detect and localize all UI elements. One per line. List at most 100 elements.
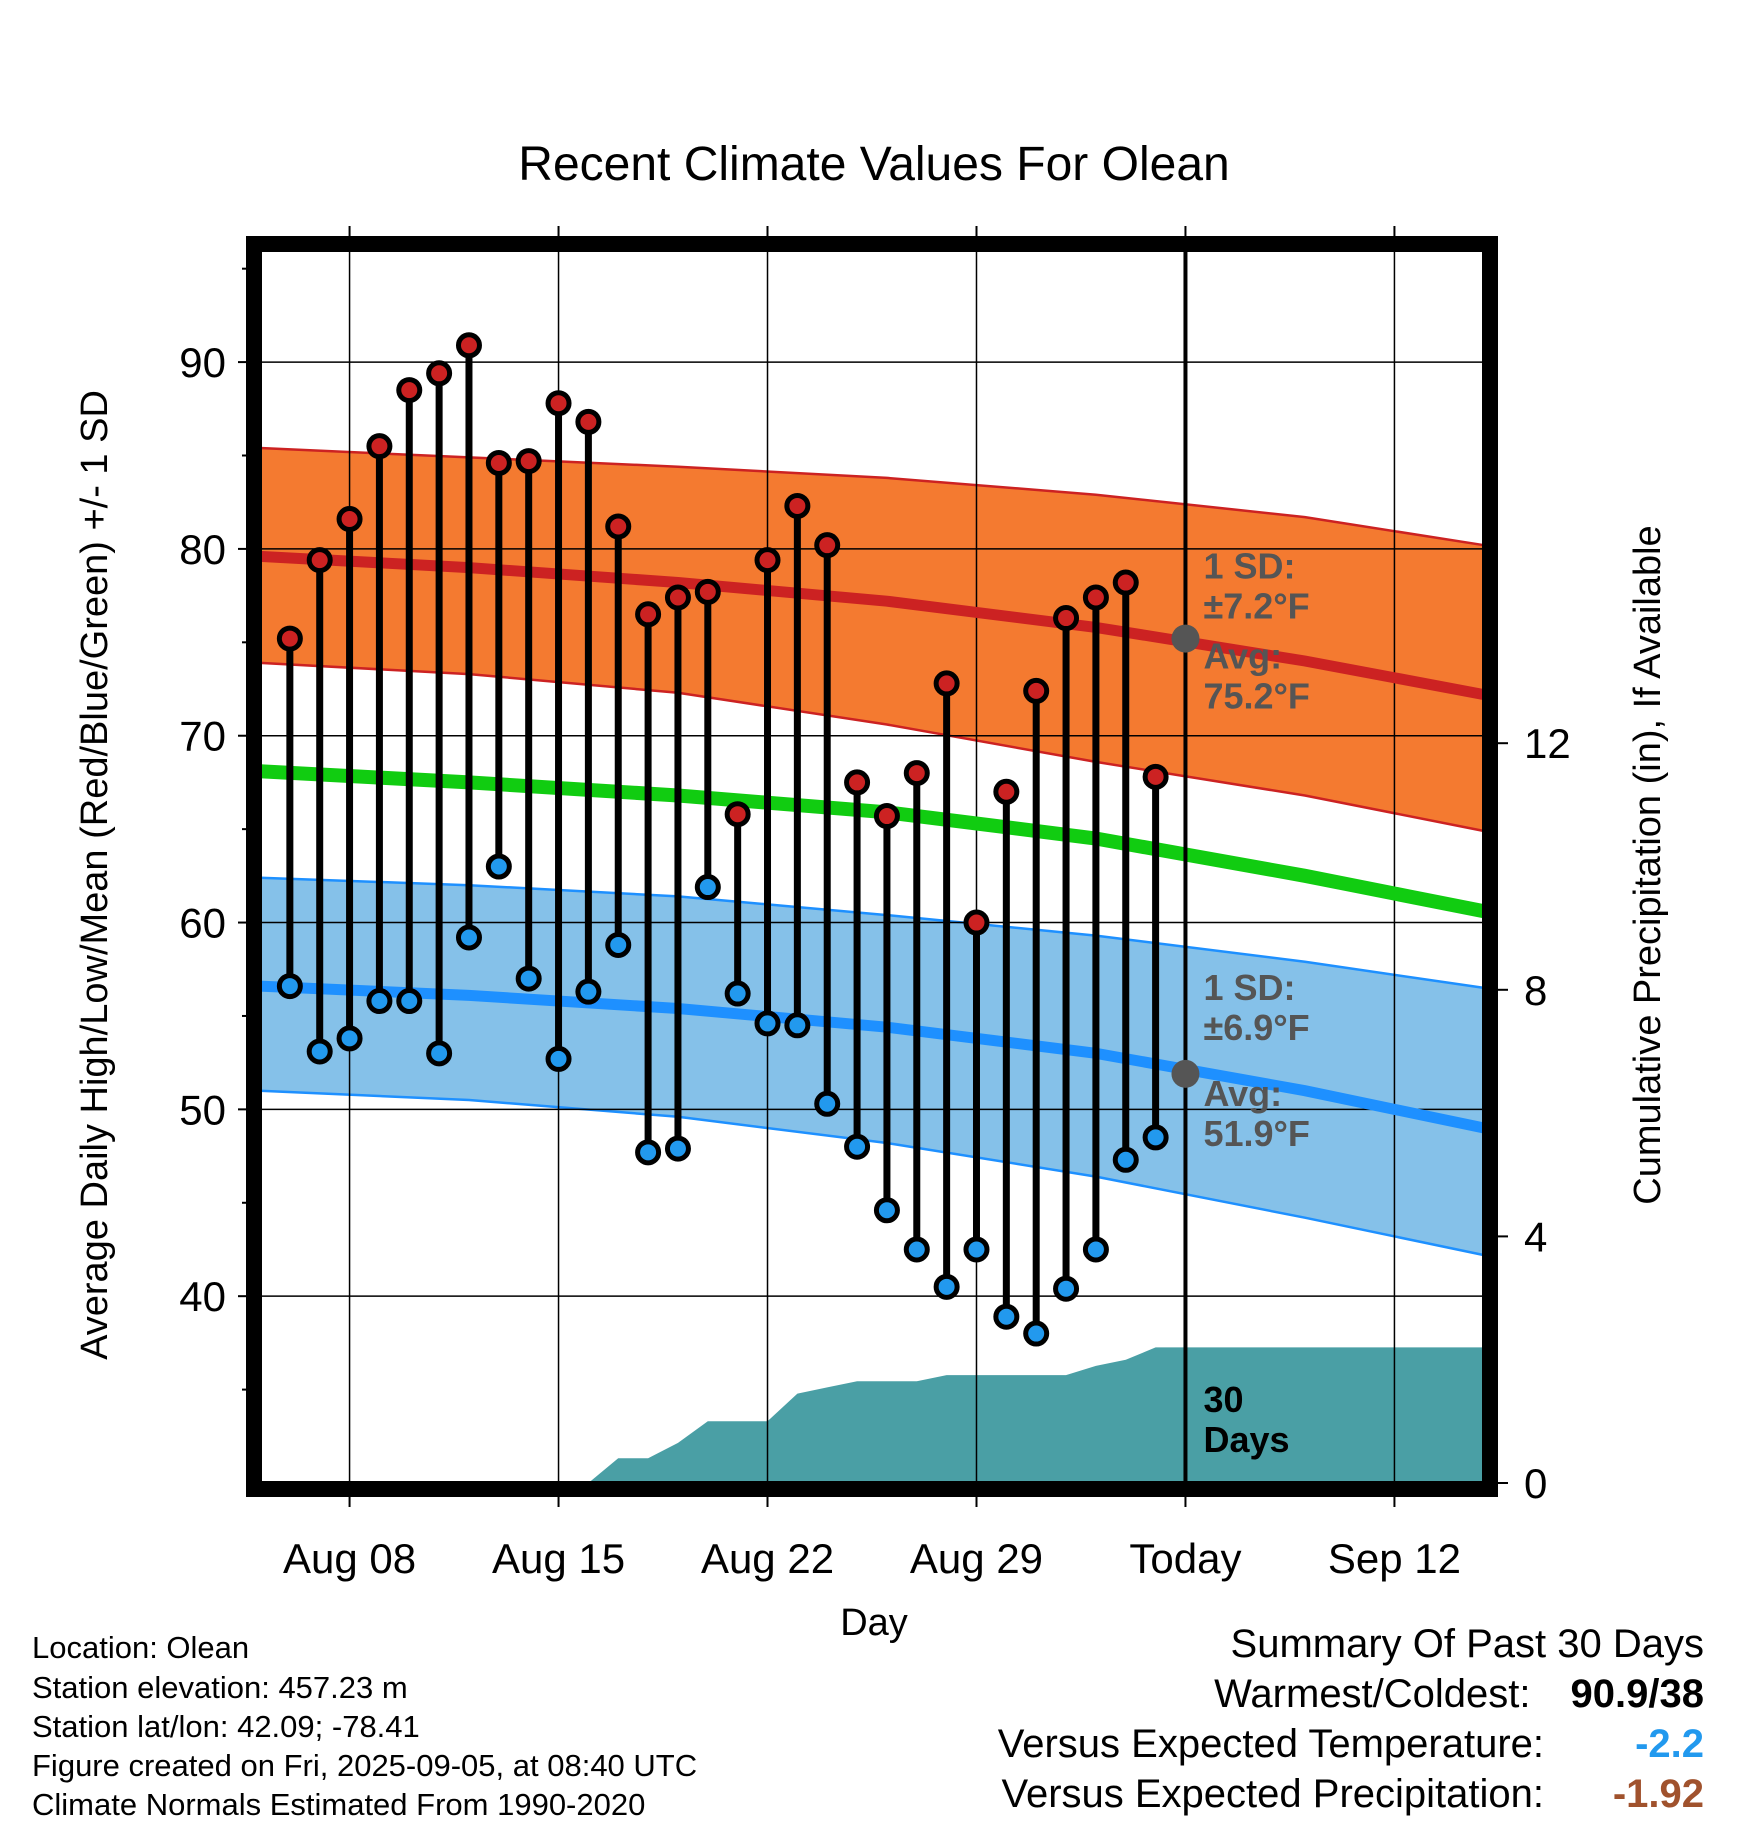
daily-high-point <box>873 803 900 830</box>
daily-high-point <box>306 547 333 574</box>
daily-low-point <box>814 1090 841 1117</box>
daily-low-point <box>366 988 393 1015</box>
daily-marks <box>276 332 1169 1347</box>
today-avg-low-marker <box>1171 1059 1200 1088</box>
summary-temp: Versus Expected Temperature: -2.2 <box>998 1722 1704 1767</box>
summary-title: Summary Of Past 30 Days <box>1230 1622 1704 1666</box>
daily-low-point <box>1142 1124 1169 1151</box>
daily-high-point <box>844 769 871 796</box>
daily-high-point <box>963 909 990 936</box>
footer-location: Location: Olean <box>32 1630 250 1665</box>
axes: 40 50 60 70 80 90 0 4 8 12 Aug 08 Aug 15 Aug 22 Aug 2… <box>179 226 1571 1582</box>
days-label-text: Days <box>1203 1419 1289 1460</box>
days-label-number: 30 <box>1203 1379 1243 1420</box>
daily-low-point <box>336 1025 363 1052</box>
low-sd-band <box>260 877 1484 1256</box>
daily-high-point <box>515 448 542 475</box>
daily-high-point <box>784 492 811 519</box>
daily-high-point <box>993 778 1020 805</box>
x-tick-label: Aug 15 <box>492 1535 625 1582</box>
daily-low-point <box>276 973 303 1000</box>
daily-high-point <box>455 332 482 359</box>
daily-low-point <box>396 988 423 1015</box>
y-tick-label: 90 <box>179 339 226 386</box>
daily-high-point <box>814 532 841 559</box>
daily-high-point <box>903 760 930 787</box>
y-tick-label: 40 <box>179 1273 226 1320</box>
precip-value: -1.92 <box>1612 1772 1704 1816</box>
daily-low-point <box>426 1040 453 1067</box>
daily-high-point <box>754 547 781 574</box>
daily-high-point <box>485 449 512 476</box>
y2-tick-label: 0 <box>1524 1460 1547 1507</box>
high-avg-value: 75.2°F <box>1203 676 1309 717</box>
high-sd-label: 1 SD: <box>1203 546 1295 587</box>
footer-normals: Climate Normals Estimated From 1990-2020 <box>32 1787 646 1822</box>
high-sd-band <box>260 448 1484 831</box>
daily-high-point <box>694 578 721 605</box>
daily-low-point <box>605 931 632 958</box>
y-tick-label: 50 <box>179 1086 226 1133</box>
daily-high-point <box>336 506 363 533</box>
y-tick-label: 80 <box>179 526 226 573</box>
summary-warm-cold: Warmest/Coldest: 90.9/38 <box>1214 1672 1704 1717</box>
warm-cold-value: 90.9/38 <box>1570 1672 1704 1716</box>
daily-low-point <box>485 853 512 880</box>
daily-high-point <box>575 408 602 435</box>
daily-low-point <box>993 1303 1020 1330</box>
x-tick-label: Aug 08 <box>283 1535 416 1582</box>
temp-label: Versus Expected Temperature: <box>997 1722 1544 1766</box>
x-tick-label: Aug 29 <box>910 1535 1043 1582</box>
daily-low-point <box>844 1133 871 1160</box>
daily-low-point <box>1112 1146 1139 1173</box>
daily-high-point <box>1112 569 1139 596</box>
daily-high-point <box>1023 677 1050 704</box>
daily-low-point <box>754 1010 781 1037</box>
daily-high-point <box>545 390 572 417</box>
low-avg-label: Avg: <box>1203 1073 1282 1114</box>
warm-cold-label: Warmest/Coldest: <box>1214 1672 1531 1716</box>
daily-low-point <box>784 1012 811 1039</box>
daily-low-point <box>1053 1275 1080 1302</box>
daily-high-point <box>1082 584 1109 611</box>
x-axis-title: Day <box>840 1602 908 1644</box>
daily-low-point <box>903 1236 930 1263</box>
daily-low-point <box>724 980 751 1007</box>
daily-high-point <box>426 360 453 387</box>
daily-high-point <box>635 601 662 628</box>
precipitation-area <box>588 1347 1484 1483</box>
x-tick-label: Today <box>1129 1535 1241 1582</box>
precip-label: Versus Expected Precipitation: <box>1001 1772 1544 1816</box>
daily-low-point <box>1023 1320 1050 1347</box>
daily-low-point <box>933 1273 960 1300</box>
daily-low-point <box>575 978 602 1005</box>
grid-lines <box>260 250 1484 1483</box>
daily-high-point <box>1142 763 1169 790</box>
precipitation-area-fill <box>588 1347 1484 1483</box>
daily-high-point <box>605 513 632 540</box>
daily-high-point <box>1053 605 1080 632</box>
summary-precip: Versus Expected Precipitation: -1.92 <box>1001 1772 1704 1817</box>
chart-title: Recent Climate Values For Olean <box>518 138 1229 191</box>
daily-low-point <box>873 1197 900 1224</box>
footer-elevation: Station elevation: 457.23 m <box>32 1670 408 1705</box>
y2-axis-title: Cumulative Precipitation (in), If Availa… <box>1627 525 1669 1204</box>
daily-high-point <box>396 377 423 404</box>
daily-high-point <box>933 670 960 697</box>
x-tick-label: Sep 12 <box>1328 1535 1461 1582</box>
y2-tick-label: 8 <box>1524 967 1547 1014</box>
plot-frame <box>246 236 1498 1497</box>
low-avg-value: 51.9°F <box>1203 1113 1309 1154</box>
y-tick-label: 60 <box>179 900 226 947</box>
daily-low-point <box>545 1045 572 1072</box>
daily-low-point <box>694 874 721 901</box>
high-avg-label: Avg: <box>1203 636 1282 677</box>
x-tick-label: Aug 22 <box>701 1535 834 1582</box>
y-axis-title: Average Daily High/Low/Mean (Red/Blue/Gr… <box>74 390 116 1360</box>
y2-tick-label: 4 <box>1524 1213 1547 1260</box>
daily-low-point <box>664 1135 691 1162</box>
y2-tick-label: 12 <box>1524 720 1571 767</box>
low-sd-label: 1 SD: <box>1203 967 1295 1008</box>
